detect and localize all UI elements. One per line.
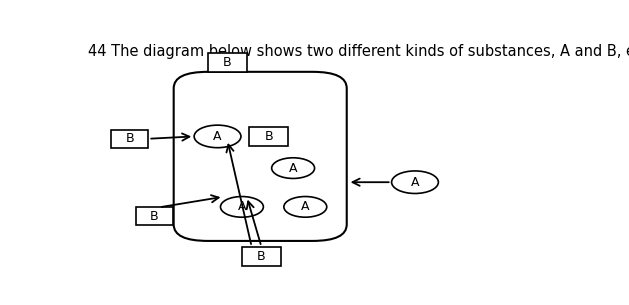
Text: B: B	[150, 210, 159, 223]
Text: B: B	[126, 132, 134, 145]
Bar	[208, 53, 247, 72]
Bar	[249, 127, 288, 146]
Bar	[136, 207, 173, 225]
Text: A: A	[238, 200, 246, 214]
Bar	[111, 130, 148, 148]
Circle shape	[392, 171, 438, 193]
Text: B: B	[223, 56, 231, 69]
Circle shape	[194, 125, 241, 148]
Text: B: B	[264, 130, 273, 143]
Circle shape	[272, 158, 314, 178]
Text: B: B	[257, 250, 265, 263]
Text: A: A	[213, 130, 222, 143]
Circle shape	[221, 196, 264, 217]
Text: A: A	[301, 200, 309, 214]
Text: 44 The diagram below shows two different kinds of substances, A and B, entering : 44 The diagram below shows two different…	[88, 44, 629, 59]
Circle shape	[284, 196, 326, 217]
Bar	[242, 247, 281, 266]
Text: A: A	[289, 162, 298, 175]
Text: A: A	[411, 176, 420, 189]
FancyBboxPatch shape	[174, 72, 347, 241]
